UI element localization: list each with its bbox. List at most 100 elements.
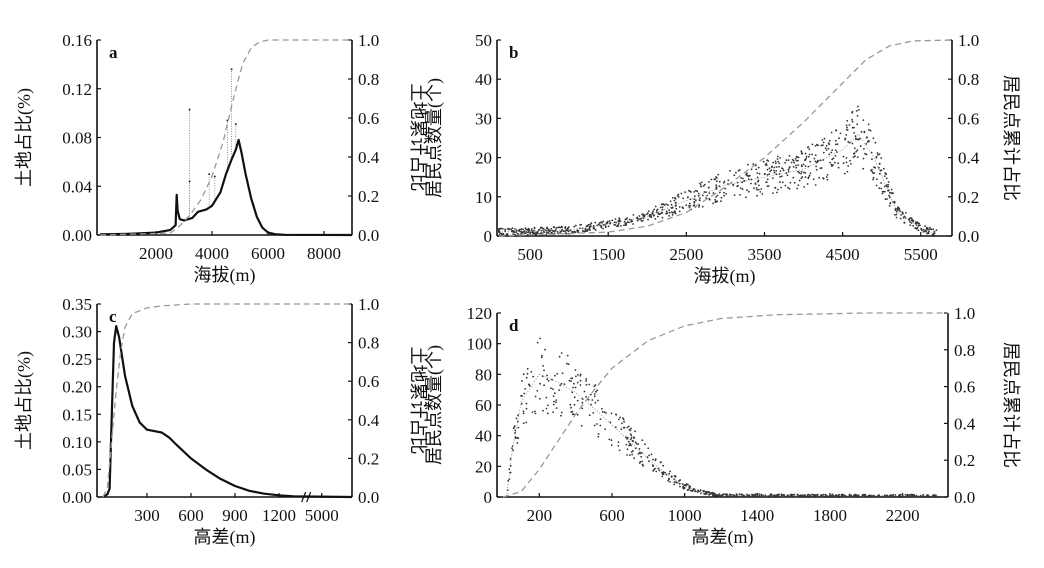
scatter-point xyxy=(912,224,915,227)
scatter-point xyxy=(828,139,831,142)
scatter-point xyxy=(626,454,628,456)
scatter-point xyxy=(676,482,678,484)
scatter-point xyxy=(714,178,717,181)
scatter-point xyxy=(779,157,781,159)
scatter-point xyxy=(773,171,776,174)
scatter-point xyxy=(597,433,600,435)
y-tick-label: 50 xyxy=(475,31,492,50)
x-axis-label: 高差(m) xyxy=(194,527,256,548)
scatter-point xyxy=(552,403,555,406)
scatter-point xyxy=(704,493,707,496)
scatter-point xyxy=(893,201,896,203)
scatter-point xyxy=(820,167,823,169)
scatter-point xyxy=(625,443,628,446)
scatter-point xyxy=(509,458,512,460)
scatter-point xyxy=(926,228,929,230)
scatter-point xyxy=(545,396,548,399)
scatter-point xyxy=(814,184,817,186)
scatter-point xyxy=(825,176,828,179)
scatter-point xyxy=(633,437,635,439)
scatter-point xyxy=(745,173,748,176)
scatter-point xyxy=(856,156,859,159)
scatter-point xyxy=(903,221,906,224)
panel-a: 0.00 0.04 0.08 0.12 0.16 0.0 0.2 0.4 0.6 0.8 1.0 20… xyxy=(14,31,428,286)
scatter-point xyxy=(546,412,549,415)
scatter-point xyxy=(851,110,854,113)
scatter-point xyxy=(511,227,514,230)
scatter-point xyxy=(825,144,828,147)
scatter-point xyxy=(760,493,763,496)
scatter-point xyxy=(878,187,881,190)
scatter-point xyxy=(571,231,573,233)
scatter-point xyxy=(614,218,617,220)
y2-tick-label: 0.8 xyxy=(958,70,979,89)
scatter-point xyxy=(518,228,521,231)
scatter-point xyxy=(884,198,887,201)
scatter-point xyxy=(759,191,762,193)
scatter-point xyxy=(878,172,881,175)
scatter-point xyxy=(846,129,849,131)
panel-letter: a xyxy=(109,43,118,62)
scatter-point xyxy=(775,166,778,168)
scatter-point xyxy=(747,178,750,181)
scatter-point xyxy=(714,200,717,203)
scatter-point xyxy=(686,489,689,491)
scatter-point xyxy=(816,143,818,146)
scatter-point xyxy=(681,483,684,486)
scatter-point xyxy=(855,138,857,141)
scatter-point xyxy=(638,462,641,464)
y2-tick-label: 0.0 xyxy=(358,226,379,245)
scatter-point xyxy=(667,204,669,207)
x-tick-label: 4000 xyxy=(195,244,229,263)
panel-b: 0 10 20 30 40 50 0.0 0.2 0.4 0.6 0.8 1.0 500 1500 2500… xyxy=(424,31,1021,287)
scatter-point xyxy=(564,226,566,229)
scatter-point xyxy=(894,209,897,212)
scatter-point xyxy=(695,199,697,202)
scatter-point xyxy=(815,168,818,171)
scatter-point xyxy=(826,174,829,176)
scatter-point xyxy=(529,385,531,387)
y-tick-label: 60 xyxy=(475,396,492,415)
scatter-point xyxy=(614,426,617,428)
scatter-point xyxy=(622,417,624,420)
y-tick-label: 20 xyxy=(475,149,492,168)
scatter-point xyxy=(585,378,588,380)
scatter-point xyxy=(760,188,763,190)
scatter-point xyxy=(683,484,686,486)
x-tick-label: 2200 xyxy=(886,506,920,525)
scatter-point xyxy=(712,192,715,194)
scatter-point xyxy=(880,187,883,190)
scatter-point xyxy=(610,439,613,442)
scatter-point xyxy=(694,490,696,492)
scatter-point xyxy=(645,213,648,216)
scatter-point xyxy=(931,494,934,497)
scatter-point xyxy=(753,495,756,498)
scatter-point xyxy=(669,200,672,203)
scatter-point xyxy=(676,194,679,197)
scatter-point xyxy=(563,230,565,232)
scatter-point xyxy=(580,424,583,427)
cumulative-line xyxy=(99,39,352,236)
scatter-point xyxy=(798,171,801,174)
x-tick-label: 1500 xyxy=(591,245,625,264)
scatter-point xyxy=(832,164,834,167)
scatter-point xyxy=(743,180,746,182)
scatter-point xyxy=(802,496,805,498)
scatter-point xyxy=(804,176,807,179)
scatter-point xyxy=(761,193,764,195)
scatter-point xyxy=(692,489,694,492)
scatter-point xyxy=(836,143,839,146)
scatter-point xyxy=(847,165,850,167)
scatter-point xyxy=(811,153,813,156)
scatter-point xyxy=(593,424,596,427)
scatter-point xyxy=(600,226,603,229)
scatter-point xyxy=(678,210,681,213)
y2-tick-label: 1.0 xyxy=(958,31,979,50)
scatter-point xyxy=(720,200,722,203)
y-tick-label: 0.05 xyxy=(62,460,92,479)
scatter-point xyxy=(855,109,858,112)
scatter-point xyxy=(808,148,811,151)
scatter-point xyxy=(767,185,770,187)
scatter-point xyxy=(617,445,620,447)
scatter-point xyxy=(585,396,587,398)
